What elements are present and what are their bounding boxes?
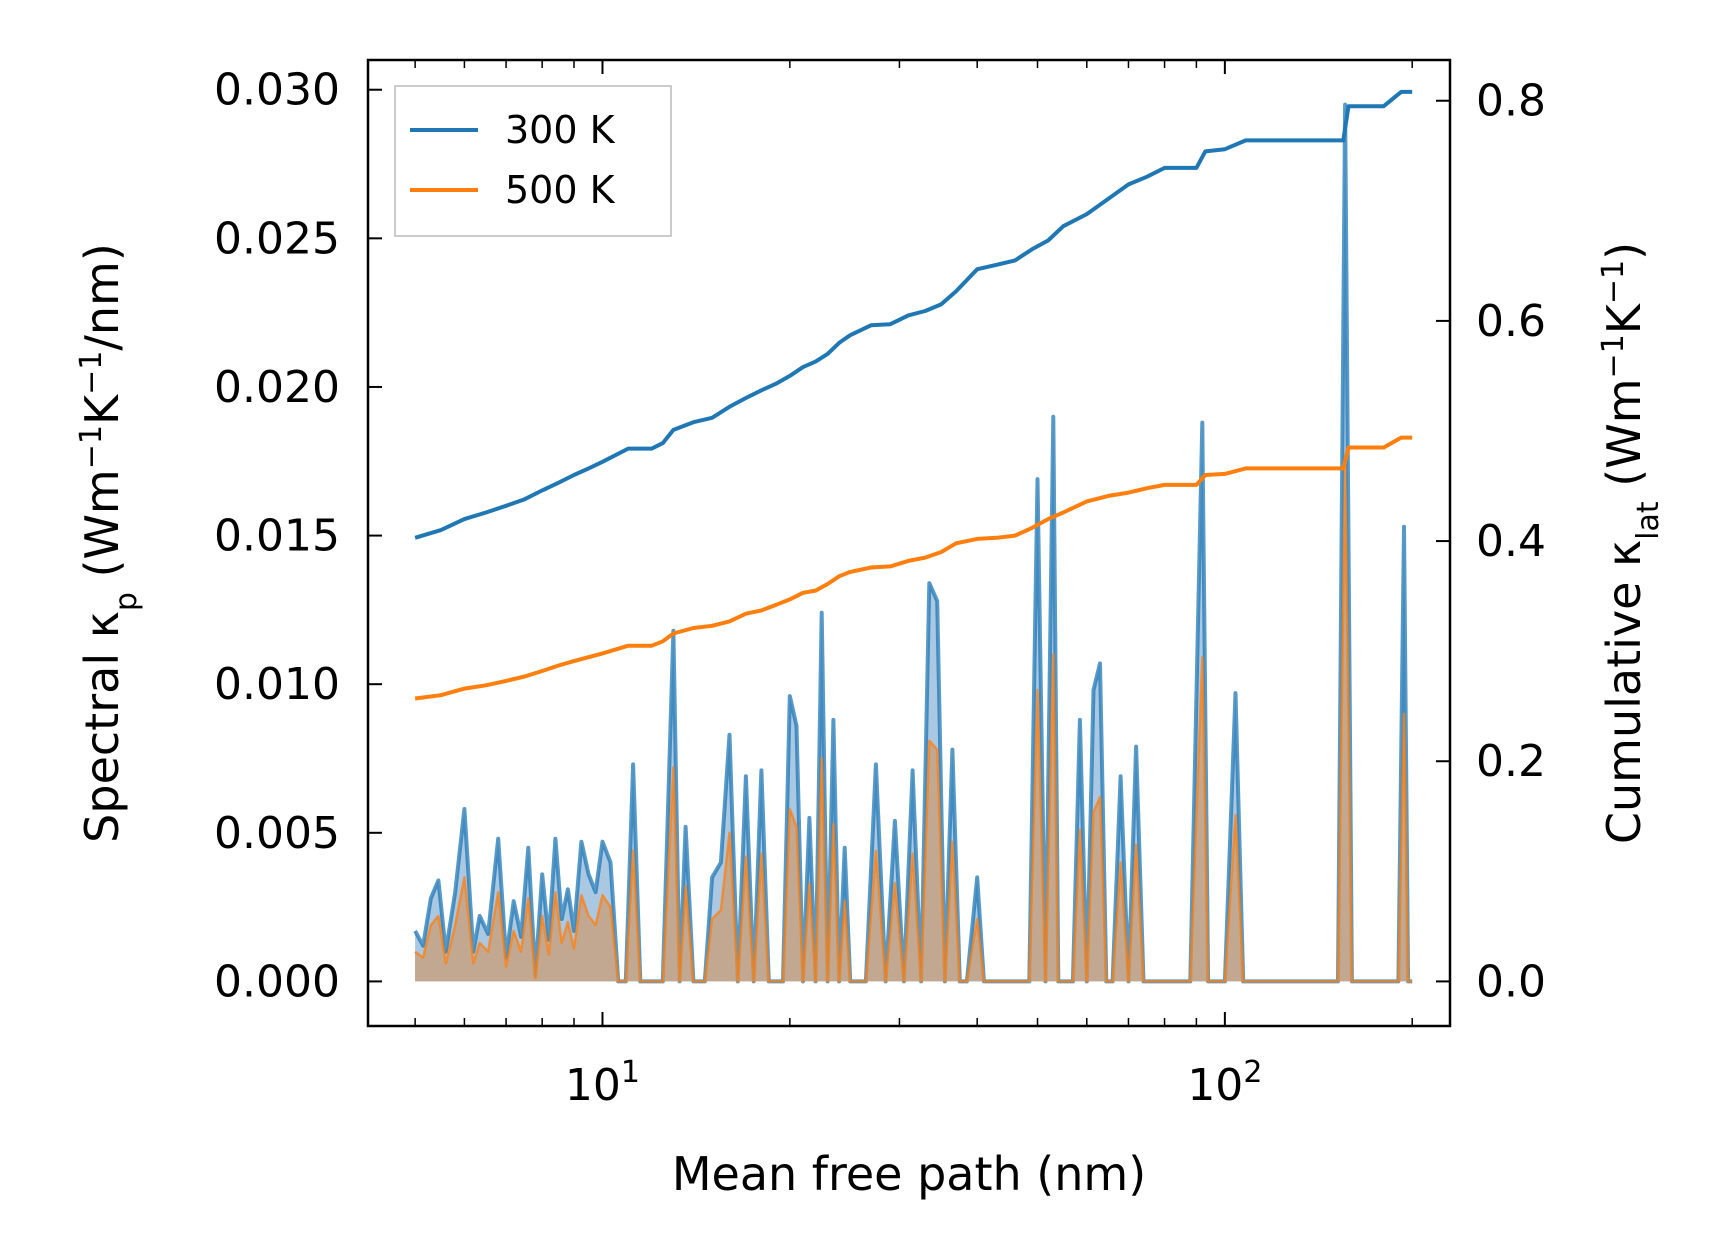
y-right-label-sub: lat — [1631, 501, 1666, 540]
y-right-tick-label: 0.4 — [1476, 516, 1546, 567]
y-right-label-unit-prefix: (Wm — [1597, 378, 1651, 501]
y-right-tick-label: 0.0 — [1476, 956, 1546, 1007]
y-left-tick-label: 0.010 — [214, 659, 340, 710]
y-right-label-main: Cumulative κ — [1597, 540, 1651, 844]
y-left-label-sub: p — [109, 592, 144, 611]
y-right-label-unit-suffix: ) — [1597, 242, 1651, 260]
y-right-label-exp2: −1 — [1596, 260, 1631, 304]
y-axis-right-label: Cumulative κlat (Wm−1K−1) — [1596, 242, 1666, 844]
cumulative-line-500k — [414, 435, 1413, 701]
cumulative-layer — [414, 89, 1413, 701]
x-tick-label-exp: 2 — [1243, 1055, 1262, 1090]
x-tick-label: 102 — [1187, 1055, 1262, 1111]
y-left-tick-label: 0.015 — [214, 511, 340, 562]
legend: 300 K 500 K — [394, 85, 672, 237]
y-left-tick-label: 0.025 — [214, 213, 340, 264]
y-left-label-exp1: −1 — [74, 425, 109, 469]
x-axis-label: Mean free path (nm) — [672, 1147, 1146, 1201]
x-tick-label-base: 10 — [1187, 1060, 1243, 1111]
spectral-layer — [413, 102, 1413, 984]
y-left-label-exp2: −1 — [74, 351, 109, 395]
y-right-tick-label: 0.2 — [1476, 736, 1546, 787]
cumulative-line-300k — [414, 89, 1413, 540]
x-tick-label-base: 10 — [565, 1060, 621, 1111]
y-left-tick-label: 0.020 — [214, 362, 340, 413]
legend-frame — [394, 85, 672, 237]
y-left-label-unit-prefix: (Wm — [75, 469, 129, 592]
legend-label-500k: 500 K — [505, 168, 616, 212]
y-left-tick-label: 0.000 — [214, 956, 340, 1007]
y-right-label-mid: K — [1597, 302, 1651, 334]
y-left-label-unit-suffix: /nm) — [75, 243, 129, 350]
y-right-label-exp1: −1 — [1596, 334, 1631, 378]
y-left-tick-label: 0.030 — [214, 65, 340, 116]
plot-area — [413, 89, 1413, 984]
ticks-layer: 0.000 0.005 0.010 0.015 0.020 0.025 0.030 0.0 0.… — [214, 60, 1546, 1111]
spectral-line-500k — [414, 460, 1413, 983]
x-tick-label: 101 — [565, 1055, 640, 1111]
y-right-tick-label: 0.8 — [1476, 76, 1546, 127]
x-tick-label-exp: 1 — [621, 1055, 640, 1090]
y-axis-left-label: Spectral κp (Wm−1K−1/nm) — [74, 243, 144, 843]
y-left-label-main: Spectral κ — [75, 611, 129, 843]
y-right-tick-label: 0.6 — [1476, 296, 1546, 347]
legend-label-300k: 300 K — [505, 108, 616, 152]
y-left-label-mid: K — [75, 393, 129, 425]
y-left-tick-label: 0.005 — [214, 808, 340, 859]
axes-frame — [366, 58, 1452, 1028]
